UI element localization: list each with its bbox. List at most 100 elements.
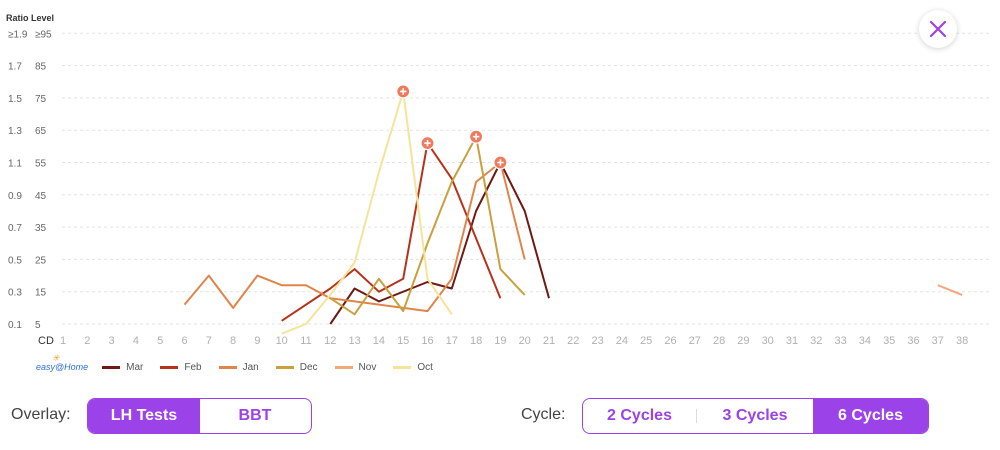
- x-tick-label: 21: [543, 335, 555, 347]
- x-tick-label: 8: [230, 335, 236, 347]
- cycle-label: Cycle:: [521, 406, 566, 423]
- series-line-nov: [937, 284, 963, 296]
- y-tick-ratio: 0.7: [8, 223, 22, 234]
- y-axis-title: Ratio Level: [6, 13, 54, 23]
- series-line-jan: [183, 161, 526, 313]
- y-tick-ratio: 1.7: [8, 62, 22, 73]
- legend-swatch: [218, 365, 237, 369]
- y-tick-level: 15: [35, 288, 47, 299]
- cycle-divider: [696, 409, 697, 423]
- x-tick-label: 19: [494, 335, 506, 347]
- legend-swatch: [160, 365, 179, 369]
- legend-label: Dec: [299, 361, 318, 373]
- x-tick-label: 37: [932, 335, 944, 347]
- x-tick-label: 27: [689, 335, 701, 347]
- logo-text: easy@Home: [36, 362, 89, 372]
- y-tick-level: 75: [35, 94, 47, 105]
- x-tick-label: 38: [956, 335, 968, 347]
- y-tick-level: 55: [35, 159, 47, 170]
- x-tick-label: 16: [421, 335, 433, 347]
- legend-item-oct: Oct: [393, 362, 433, 373]
- x-tick-label: 2: [84, 335, 90, 347]
- x-tick-label: 6: [181, 335, 187, 347]
- legend-item-nov: Nov: [334, 361, 377, 373]
- y-tick-ratio: 0.9: [8, 191, 22, 202]
- chart-legend: ✳ easy@Home Mar Feb Jan Dec Nov Oct: [36, 353, 450, 376]
- chart-series: [183, 90, 963, 335]
- legend-swatch: [393, 365, 412, 369]
- y-tick-level: 35: [35, 223, 47, 234]
- x-tick-label: 30: [762, 335, 774, 347]
- lh-chart: Ratio Level≥1.9 ≥951.7 851.5 751.3 651.1 550.…: [6, 13, 990, 347]
- legend-items: Mar Feb Jan Dec Nov Oct: [102, 362, 450, 373]
- x-tick-label: 20: [519, 335, 531, 347]
- x-tick-label: 17: [446, 335, 458, 347]
- y-tick-ratio: 1.5: [8, 94, 22, 105]
- x-tick-label: 12: [324, 335, 336, 347]
- series-line-feb: [281, 142, 502, 322]
- legend-label: Mar: [126, 361, 144, 373]
- x-tick-label: 32: [810, 335, 822, 347]
- overlay-label: Overlay:: [11, 406, 71, 423]
- cycle-option-3[interactable]: 3 Cycles: [722, 407, 788, 424]
- logo-burst-icon: ✳: [52, 353, 59, 363]
- x-tick-label: 9: [254, 335, 260, 347]
- cycle-option-2[interactable]: 2 Cycles: [607, 407, 672, 424]
- series-line-oct: [281, 90, 453, 335]
- legend-label: Jan: [242, 361, 259, 373]
- y-tick-level: 25: [35, 255, 47, 266]
- x-tick-label: 34: [859, 335, 871, 347]
- x-tick-label: 31: [786, 335, 798, 347]
- x-tick-label: 18: [470, 335, 482, 347]
- legend-item-jan: Jan: [218, 361, 259, 373]
- x-tick-label: 11: [300, 335, 311, 347]
- x-tick-label: 29: [737, 335, 749, 347]
- easy-at-home-logo: ✳ easy@Home: [36, 353, 89, 372]
- x-tick-label: 23: [591, 335, 603, 347]
- x-tick-label: 25: [640, 335, 652, 347]
- x-tick-label: 36: [907, 335, 919, 347]
- chart-grid: [62, 32, 990, 325]
- x-tick-label: 10: [276, 335, 288, 347]
- legend-swatch: [102, 365, 121, 369]
- overlay-option-lh-tests[interactable]: LH Tests: [88, 399, 200, 433]
- close-icon: [929, 20, 947, 38]
- x-tick-label: 28: [713, 335, 725, 347]
- y-tick-ratio: 0.1: [8, 320, 22, 331]
- x-tick-label: 33: [834, 335, 846, 347]
- x-tick-label: 1: [60, 335, 66, 347]
- x-tick-label: 4: [133, 335, 139, 347]
- x-tick-label: 3: [109, 335, 115, 347]
- x-tick-label: 7: [206, 335, 212, 347]
- overlay-option-bbt[interactable]: BBT: [238, 407, 272, 424]
- y-tick-ratio: 0.3: [8, 288, 22, 299]
- legend-item-mar: Mar: [102, 362, 143, 373]
- y-tick-level: ≥95: [35, 29, 52, 40]
- x-tick-label: 22: [567, 335, 579, 347]
- x-tick-label: 26: [664, 335, 676, 347]
- cycle-toggle: 2 Cycles 3 Cycles 6 Cycles: [582, 398, 929, 434]
- y-tick-ratio: 1.1: [8, 159, 22, 170]
- chart-axes: Ratio Level≥1.9 ≥951.7 851.5 751.3 651.1 550.…: [6, 13, 968, 347]
- legend-label: Feb: [184, 361, 202, 373]
- legend-swatch: [275, 365, 294, 369]
- x-tick-label: 14: [373, 335, 385, 347]
- overlay-toggle: LH Tests BBT: [87, 398, 312, 434]
- legend-label: Nov: [358, 361, 377, 373]
- x-axis-title: CD: [38, 335, 54, 347]
- x-tick-label: 24: [616, 335, 628, 347]
- y-tick-level: 85: [35, 62, 47, 73]
- legend-label: Oct: [417, 361, 433, 373]
- legend-swatch: [334, 365, 353, 369]
- x-tick-label: 15: [397, 335, 409, 347]
- series-line-dec: [329, 135, 526, 316]
- close-button[interactable]: [919, 10, 957, 48]
- x-tick-label: 5: [157, 335, 163, 347]
- cycle-option-6[interactable]: 6 Cycles: [813, 399, 928, 433]
- y-tick-ratio: ≥1.9: [8, 29, 28, 40]
- series-line-mar: [329, 161, 550, 325]
- y-tick-level: 65: [35, 126, 47, 137]
- y-tick-level: 5: [35, 320, 41, 331]
- chart-peak-markers: [396, 84, 508, 170]
- y-tick-ratio: 1.3: [8, 126, 22, 137]
